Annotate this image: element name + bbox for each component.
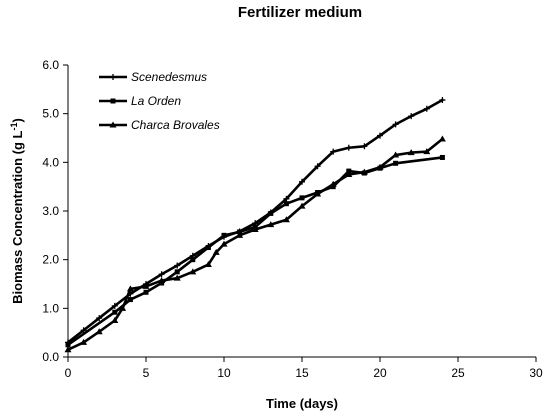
data-point [439, 97, 446, 104]
data-point [65, 342, 71, 348]
data-point [174, 269, 180, 275]
x-tick-label: 20 [373, 366, 387, 380]
data-point [438, 135, 446, 142]
data-point [173, 274, 181, 281]
data-point [407, 149, 415, 156]
data-point [392, 121, 399, 128]
data-point [126, 285, 134, 292]
y-tick-label: 3.0 [42, 204, 59, 218]
legend-item: Scenedesmus [99, 70, 207, 84]
series-charca-brovales [64, 135, 446, 353]
data-point [64, 346, 72, 353]
data-point [423, 148, 431, 155]
legend-marker [110, 74, 116, 80]
legend-item: Charca Brovales [99, 118, 220, 132]
data-point [314, 163, 321, 170]
legend-label: La Orden [131, 94, 181, 108]
data-point [393, 160, 399, 166]
data-point [377, 132, 383, 139]
y-tick-label: 5.0 [42, 107, 59, 121]
y-axis-title-main: Biomass Concentration (g L [10, 130, 25, 303]
x-tick-label: 5 [143, 366, 150, 380]
x-axis-title: Time (days) [266, 396, 338, 411]
data-point [299, 195, 305, 201]
data-point [314, 190, 322, 197]
data-point [190, 257, 196, 263]
data-point [143, 289, 149, 295]
legend-label: Charca Brovales [131, 118, 220, 132]
series-la-orden [65, 154, 445, 348]
data-point [283, 201, 289, 207]
y-tick-label: 6.0 [42, 58, 59, 72]
data-point [80, 338, 88, 345]
data-point [158, 277, 166, 284]
y-axis-title-superscript: -1 [9, 122, 19, 130]
x-tick-label: 25 [451, 366, 465, 380]
data-point [111, 302, 118, 309]
x-tick-label: 10 [217, 366, 231, 380]
data-point [298, 202, 306, 209]
y-tick-label: 0.0 [42, 350, 59, 364]
data-point [376, 163, 384, 170]
data-point [80, 327, 87, 334]
data-point [189, 268, 197, 275]
data-point [112, 309, 118, 315]
data-point [345, 171, 353, 177]
data-point [119, 304, 127, 311]
data-point [236, 231, 244, 238]
data-point [127, 297, 133, 303]
data-point [439, 154, 445, 160]
data-point [345, 144, 352, 151]
legend-marker [109, 121, 117, 128]
x-tick-label: 0 [65, 366, 72, 380]
data-point [267, 221, 275, 228]
legend-item: La Orden [99, 94, 181, 108]
data-point [268, 210, 274, 216]
data-point [111, 317, 119, 323]
series-layer [64, 97, 446, 353]
data-point [392, 151, 400, 158]
y-axis-title: Biomass Concentration (g L-1) [9, 118, 25, 304]
data-point [221, 232, 227, 238]
legend-label: Scenedesmus [131, 70, 207, 84]
tick-labels: 0 5 10 15 20 25 30 0.0 1.0 2.0 3.0 4.0 5.0 6.0 [42, 58, 543, 380]
series-line [66, 156, 444, 347]
data-point [212, 248, 220, 255]
data-point [330, 148, 337, 155]
data-point [408, 113, 415, 120]
tick-marks [63, 64, 537, 362]
chart-title: Fertilizer medium [238, 4, 362, 21]
x-tick-label: 15 [295, 366, 309, 380]
data-point [282, 216, 290, 223]
legend-marker [110, 98, 116, 104]
data-point [299, 178, 305, 185]
data-point [423, 105, 430, 112]
data-point [283, 195, 290, 202]
series-line [66, 137, 444, 352]
data-point [205, 245, 211, 250]
data-point [95, 328, 103, 335]
data-point [204, 261, 212, 268]
data-point [361, 143, 368, 150]
axes [67, 65, 536, 358]
data-point [158, 271, 165, 278]
data-point [360, 168, 368, 175]
data-point [251, 225, 259, 232]
legend: Scenedesmus La Orden Charca Brovales [99, 70, 220, 132]
y-tick-label: 4.0 [42, 155, 59, 169]
x-tick-label: 30 [529, 366, 543, 380]
data-point [174, 262, 181, 269]
y-tick-label: 2.0 [42, 253, 59, 267]
data-point [96, 315, 103, 322]
data-point [220, 240, 228, 247]
y-tick-label: 1.0 [42, 301, 59, 315]
y-axis-title-end: ) [10, 118, 25, 122]
data-point [329, 180, 337, 187]
data-point [142, 282, 150, 289]
